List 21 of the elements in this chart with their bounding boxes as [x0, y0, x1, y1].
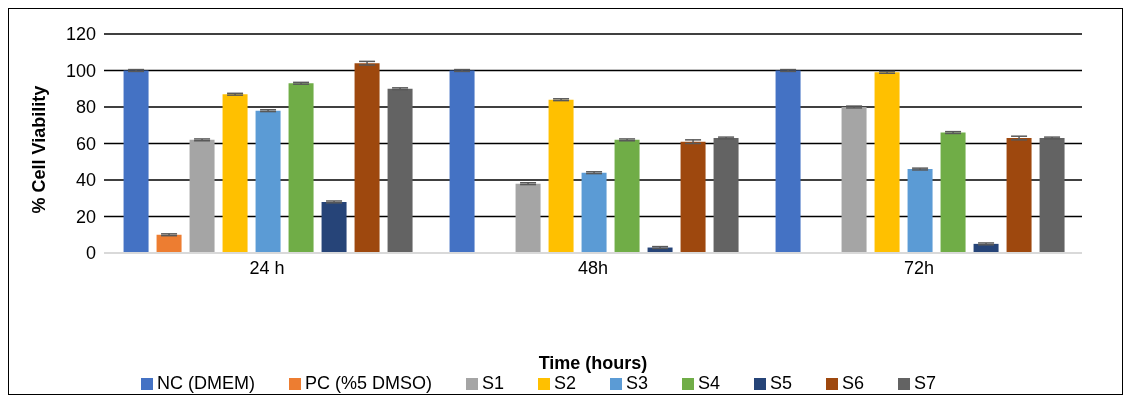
- y-tick-label: 80: [75, 97, 96, 118]
- x-tick-label: 24 h: [249, 257, 285, 278]
- x-tick-label: 72h: [903, 257, 935, 278]
- y-tick-label: 120: [65, 24, 96, 45]
- legend-label: S3: [625, 373, 648, 393]
- legend-label: NC (DMEM): [156, 373, 255, 393]
- y-tick-label: 20: [75, 206, 96, 227]
- y-axis-title: % Cell Viability: [29, 85, 50, 214]
- legend-label: S5: [770, 373, 793, 393]
- legend-label: S7: [914, 373, 937, 393]
- legend-label: S1: [481, 373, 504, 393]
- x-tick-label: 48h: [577, 257, 609, 278]
- y-tick-label: 0: [85, 243, 96, 264]
- y-tick-label: 40: [75, 170, 96, 191]
- y-tick-label: 100: [65, 60, 96, 81]
- legend-label: PC (%5 DMSO): [304, 373, 432, 393]
- legend-label: S4: [697, 373, 721, 393]
- legend-label: S2: [553, 373, 576, 393]
- y-tick-label: 60: [75, 133, 96, 154]
- x-axis-title: Time (hours): [538, 353, 648, 373]
- legend-label: S6: [842, 373, 865, 393]
